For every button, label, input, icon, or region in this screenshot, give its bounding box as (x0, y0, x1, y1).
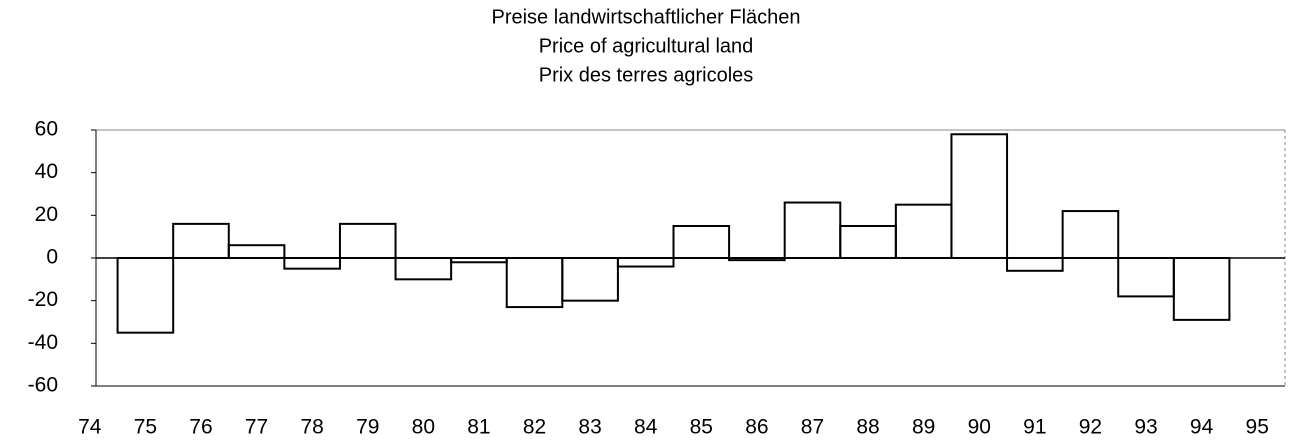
bar (1061, 210, 1120, 259)
bar (505, 257, 564, 309)
x-tick-label: 74 (78, 416, 102, 439)
x-tick-label: 84 (634, 416, 658, 439)
y-tick-label: -40 (28, 331, 58, 354)
bar (1006, 257, 1064, 272)
x-tick-label: 90 (968, 416, 991, 439)
bar (950, 133, 1009, 259)
bar (672, 225, 731, 259)
x-tick-label: 89 (912, 416, 935, 439)
x-tick-label: 85 (690, 416, 713, 439)
x-tick-label: 77 (245, 416, 268, 439)
x-tick-label: 92 (1079, 416, 1102, 439)
bar (227, 244, 286, 259)
y-tick-label: -60 (28, 374, 58, 397)
y-tick-label: -20 (28, 288, 58, 311)
y-tick-label: 20 (35, 203, 58, 226)
bar (783, 201, 842, 260)
x-tick-label: 88 (856, 416, 879, 439)
x-tick-label: 95 (1246, 416, 1269, 439)
bar (338, 222, 397, 260)
bar (283, 257, 341, 270)
x-tick-label: 91 (1023, 416, 1046, 439)
chart-title: Price of agricultural land (539, 35, 754, 57)
x-tick-label: 87 (801, 416, 824, 439)
bar (172, 222, 230, 260)
bar (1117, 257, 1175, 298)
chart-title: Prix des terres agricoles (539, 64, 754, 86)
x-tick-label: 83 (578, 416, 601, 439)
x-tick-label: 79 (356, 416, 379, 439)
x-tick-label: 86 (745, 416, 768, 439)
y-tick-label: 0 (46, 246, 58, 269)
y-tick-label: 40 (35, 160, 58, 183)
y-tick-label: 60 (35, 118, 58, 141)
bar (116, 257, 175, 334)
bar (616, 257, 675, 268)
x-tick-label: 93 (1134, 416, 1157, 439)
bar (894, 203, 953, 260)
x-tick-label: 78 (300, 416, 323, 439)
x-tick-label: 94 (1190, 416, 1214, 439)
x-tick-label: 76 (189, 416, 212, 439)
bar (1172, 257, 1231, 321)
x-tick-label: 80 (412, 416, 435, 439)
bar (394, 257, 453, 281)
bar (561, 257, 619, 302)
x-tick-label: 75 (134, 416, 157, 439)
bar (839, 225, 897, 259)
chart-title: Preise landwirtschaftlicher Flächen (491, 6, 800, 28)
x-tick-label: 82 (523, 416, 546, 439)
x-tick-label: 81 (467, 416, 490, 439)
